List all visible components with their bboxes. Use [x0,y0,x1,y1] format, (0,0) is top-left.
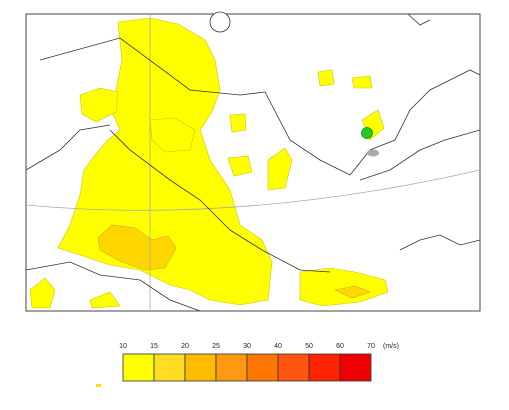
legend-tick-label: 10 [119,343,127,350]
legend-tick-label: 20 [181,343,189,350]
wind-core [97,224,177,271]
border [39,37,481,176]
border [25,124,111,171]
legend-swatch [277,353,310,382]
wind-area [299,267,389,307]
wind-area [79,87,119,123]
marker-shadow [367,149,379,157]
border [407,13,431,26]
legend-tick-label: 70 [367,343,375,350]
wind-area [89,291,121,309]
wind-core [334,285,371,299]
map [25,11,481,312]
legend-tick-label: 50 [305,343,313,350]
legend-tick-label: 40 [274,343,282,350]
border [25,261,201,312]
border [109,129,331,273]
dot [96,384,101,387]
legend-tick-label: 60 [336,343,344,350]
legend-swatch [308,353,341,382]
wind-area [149,117,196,153]
legend-unit: (m/s) [383,343,399,350]
border [399,234,481,251]
location-marker [361,127,373,139]
legend-swatch [184,353,217,382]
wind-area [317,69,335,87]
wind-area [351,75,373,89]
wind-area [267,147,293,191]
legend-swatch [246,353,279,382]
legend-swatch [122,353,155,382]
legend-tick-label: 30 [243,343,251,350]
legend-tick-label: 15 [150,343,158,350]
legend-swatch [339,353,372,382]
legend-tick-label: 25 [212,343,220,350]
wind-area [229,113,247,133]
legend-swatch [153,353,186,382]
legend-swatch [215,353,248,382]
legend: (m/s) 10 15 20 25 30 40 50 60 70 [119,343,399,382]
lake [209,11,231,33]
border [359,129,481,181]
wind-area [29,277,56,309]
wind-area [227,155,253,177]
latitude-line [25,169,481,211]
